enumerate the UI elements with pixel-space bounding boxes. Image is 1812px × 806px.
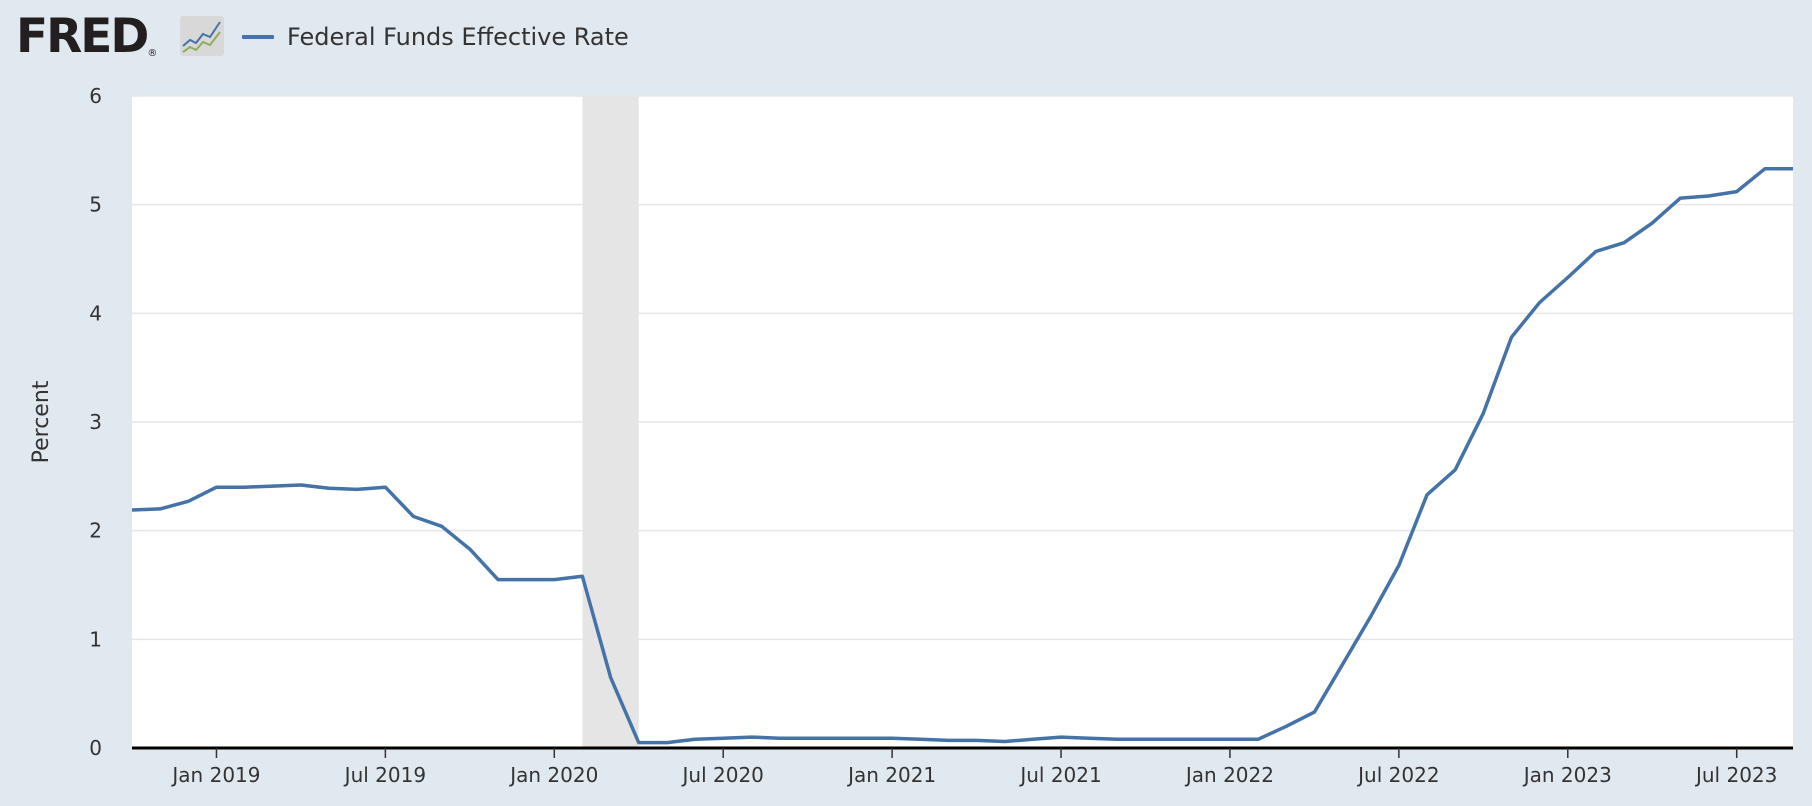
y-tick-label: 1 bbox=[89, 627, 102, 651]
x-tick-label: Jan 2020 bbox=[508, 763, 598, 787]
chart-header: FRED ® Federal Funds Effective Rate bbox=[0, 0, 1812, 80]
x-tick-label: Jul 2023 bbox=[1694, 763, 1777, 787]
y-tick-label: 5 bbox=[89, 193, 102, 217]
fred-logo-graph-icon bbox=[180, 16, 224, 56]
chart-legend[interactable]: Federal Funds Effective Rate bbox=[242, 22, 629, 52]
y-tick-label: 6 bbox=[89, 84, 102, 108]
y-tick-label: 4 bbox=[89, 301, 102, 325]
legend-series-swatch bbox=[242, 35, 274, 39]
gridlines bbox=[132, 95, 1793, 641]
x-tick-label: Jan 2021 bbox=[846, 763, 936, 787]
series-line[interactable] bbox=[131, 167, 1793, 745]
y-tick-label: 3 bbox=[89, 410, 102, 434]
fred-logo-text: FRED bbox=[16, 9, 149, 64]
x-tick-label: Jan 2022 bbox=[1184, 763, 1274, 787]
y-axis-ticks: 0 1 2 3 4 5 6 bbox=[89, 84, 102, 760]
x-tick-label: Jul 2021 bbox=[1018, 763, 1101, 787]
x-tick-label: Jul 2022 bbox=[1356, 763, 1439, 787]
y-axis-label: Percent bbox=[29, 380, 54, 463]
fred-logo[interactable]: FRED ® bbox=[16, 9, 224, 64]
x-axis-ticks: Jan 2019 Jul 2019 Jan 2020 Jul 2020 Jan 2021… bbox=[170, 748, 1777, 787]
y-tick-label: 2 bbox=[89, 519, 102, 543]
registered-mark: ® bbox=[147, 48, 158, 59]
x-tick-label: Jan 2023 bbox=[1522, 763, 1612, 787]
x-tick-label: Jan 2019 bbox=[170, 763, 260, 787]
x-tick-label: Jul 2019 bbox=[343, 763, 426, 787]
legend-series-label: Federal Funds Effective Rate bbox=[287, 23, 629, 51]
x-tick-label: Jul 2020 bbox=[681, 763, 764, 787]
y-tick-label: 0 bbox=[89, 736, 102, 760]
series-layer bbox=[131, 167, 1793, 745]
